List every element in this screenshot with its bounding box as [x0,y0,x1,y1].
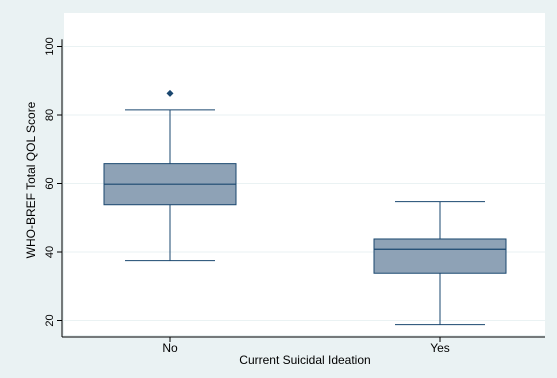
boxes [103,89,507,326]
y-tick-label: 80 [44,109,56,121]
iqr-box [373,238,507,274]
y-tick-label: 20 [44,314,56,326]
x-tick-label: Yes [430,341,450,355]
y-axis-ticks: 20 40 60 80 100 [44,37,62,327]
y-tick-label: 100 [44,37,56,55]
x-tick-label: No [162,341,178,355]
x-axis-title: Current Suicidal Ideation [239,353,370,367]
y-tick-label: 60 [44,177,56,189]
outlier-point [166,89,174,97]
y-tick-label: 40 [44,246,56,258]
y-axis-title: WHO-BREF Total QOL Score [24,101,38,258]
x-axis-ticks: No Yes [162,337,450,355]
box-yes [373,201,507,326]
box-no [103,89,237,262]
